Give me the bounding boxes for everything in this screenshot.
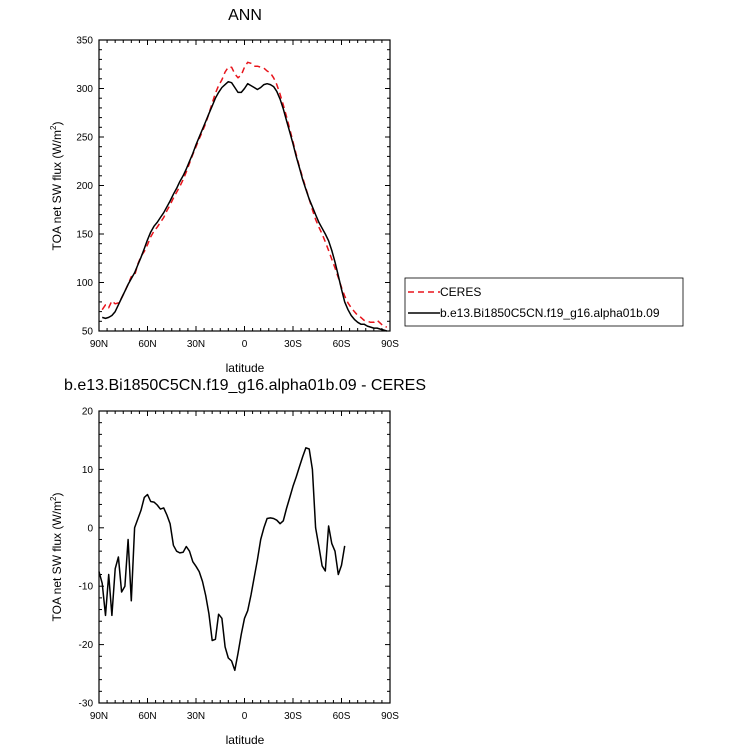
difference-panel-xtick-label: 30S: [284, 711, 302, 722]
difference-panel-ylabel-main: TOA net SW flux (W/m: [50, 501, 64, 621]
legend-model-label: b.e13.Bi1850C5CN.f19_g16.alpha01b.09: [440, 306, 660, 320]
flux-panel-ytick-label: 300: [76, 84, 93, 95]
flux-panel-series-line-1: [101, 80, 388, 332]
flux-panel-xtick-label: 60S: [333, 339, 351, 350]
flux-panel-xtick-label: 30S: [284, 339, 302, 350]
flux-panel-ylabel-main: TOA net SW flux (W/m: [50, 130, 64, 250]
legend: CERES b.e13.Bi1850C5CN.f19_g16.alpha01b.…: [404, 277, 684, 327]
difference-panel-ytick-label: 20: [82, 407, 94, 418]
legend-ceres-label: CERES: [440, 285, 481, 299]
flux-panel-title: ANN: [228, 7, 262, 24]
difference-panel-ytick-label: 0: [87, 523, 93, 534]
flux-panel: ANN 90N 60N 30N 0 30S 60S 90S 50 100 150 200 250 300…: [49, 7, 399, 375]
difference-panel-frame: [98, 410, 391, 704]
difference-panel-xtick-label: 60N: [138, 711, 156, 722]
difference-panel-xtick-label: 0: [242, 711, 248, 722]
difference-panel-xtick-label: 30N: [187, 711, 205, 722]
difference-panel-ylabel-end: ): [50, 493, 64, 497]
flux-panel-frame: [98, 39, 391, 332]
flux-panel-ytick-label: 350: [76, 36, 93, 47]
flux-panel-ytick-label: 50: [82, 327, 94, 338]
flux-panel-xlabel: latitude: [226, 361, 265, 375]
difference-panel-xlabel: latitude: [226, 733, 265, 747]
difference-panel-ytick-label: -10: [79, 582, 94, 593]
flux-panel-xtick-label: 90S: [381, 339, 399, 350]
difference-panel-xtick-label: 60S: [333, 711, 351, 722]
legend-box: [404, 277, 684, 327]
flux-panel-series: [101, 61, 388, 332]
flux-panel-ytick-label: 200: [76, 181, 93, 192]
difference-panel-series: [98, 447, 346, 672]
difference-panel-ytick-label: -30: [79, 699, 94, 710]
flux-panel-xtick-label: 30N: [187, 339, 205, 350]
flux-panel-ytick-label: 100: [76, 278, 93, 289]
difference-panel-ytick-label: -20: [79, 640, 94, 651]
difference-panel-series-line-0: [98, 447, 346, 672]
flux-panel-ylabel: TOA net SW flux (W/m2): [49, 122, 64, 251]
difference-panel-xtick-label: 90N: [90, 711, 108, 722]
difference-panel-title: b.e13.Bi1850C5CN.f19_g16.alpha01b.09 - C…: [64, 377, 426, 394]
flux-panel-ylabel-sup: 2: [49, 125, 58, 130]
flux-panel-ytick-label: 150: [76, 230, 93, 241]
difference-panel: b.e13.Bi1850C5CN.f19_g16.alpha01b.09 - C…: [49, 377, 426, 747]
flux-panel-ylabel-end: ): [50, 122, 64, 126]
difference-panel-ylabel: TOA net SW flux (W/m2): [49, 493, 64, 622]
flux-panel-ytick-label: 250: [76, 133, 93, 144]
difference-panel-xtick-label: 90S: [381, 711, 399, 722]
difference-panel-ytick-label: 10: [82, 465, 94, 476]
difference-panel-ylabel-sup: 2: [49, 496, 58, 501]
flux-panel-xtick-label: 60N: [138, 339, 156, 350]
flux-panel-xtick-label: 0: [242, 339, 248, 350]
flux-panel-series-line-0: [101, 61, 388, 328]
flux-panel-ticks: 90N 60N 30N 0 30S 60S 90S 50 100 150 200 250 300 350: [76, 36, 399, 351]
flux-panel-xtick-label: 90N: [90, 339, 108, 350]
